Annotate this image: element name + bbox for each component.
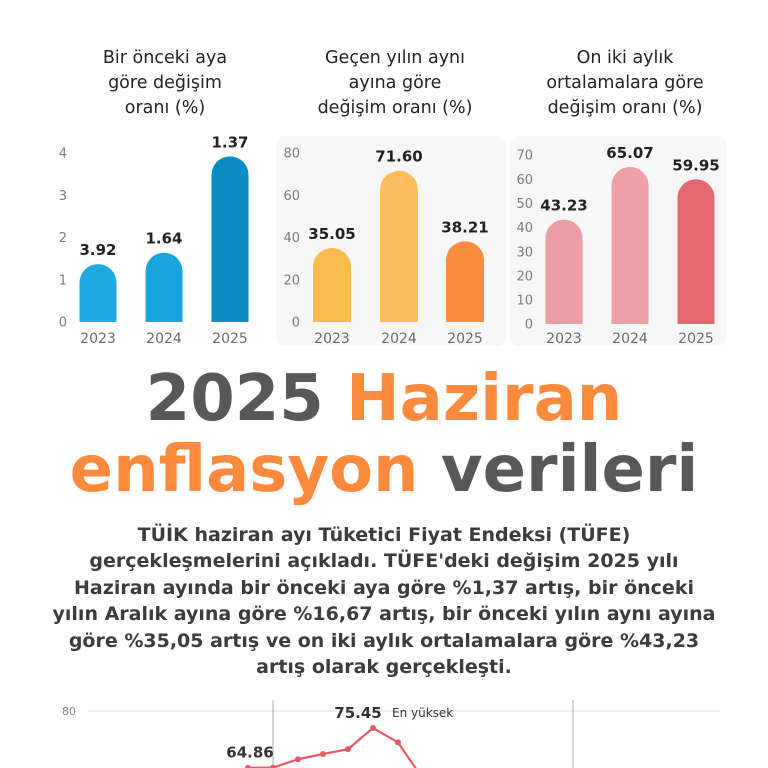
bar-2024 — [611, 166, 649, 324]
description-line: artış olarak gerçekleşti. — [256, 656, 512, 679]
bar-value-label: 71.60 — [375, 148, 422, 166]
y-tick-label: 10 — [516, 294, 533, 309]
line-point — [320, 751, 326, 758]
y-tick-label: 0 — [525, 318, 533, 333]
line-chart-annual-inflation: 80 64.86 75.45 En yüksek — [62, 700, 720, 768]
y-tick-label: 0 — [292, 316, 300, 331]
point-value-label: 64.86 — [226, 744, 273, 762]
bar-2025 — [677, 179, 715, 324]
headline-data-word: verileri — [440, 433, 699, 507]
y-tick-label: 3 — [59, 189, 67, 204]
description-line: Haziran ayında bir önceki aya göre %1,37… — [74, 576, 694, 599]
point-value-label: 75.45 — [334, 704, 381, 722]
y-tick-label: 40 — [283, 231, 300, 246]
chart-title-line: değişim oranı (%) — [317, 98, 473, 118]
chart-title-line: değişim oranı (%) — [547, 98, 703, 118]
chart-title-line: On iki aylık — [576, 48, 674, 68]
bar-chart-monthly-change: 0 1 2 3 4 3.92 2023 1.64 2024 1.37 2025 — [59, 133, 249, 347]
bar-2023 — [79, 264, 117, 322]
bar-value-label: 38.21 — [441, 218, 488, 236]
description-line: TÜİK haziran ayı Tüketici Fiyat Endeksi … — [137, 524, 631, 546]
bar-chart-annual-change: 0 20 40 60 80 35.05 2023 71.60 2024 38.21 2025 — [283, 147, 488, 347]
headline-line-2: enflasyon verileri — [0, 438, 768, 502]
description-line: göre %35,05 artış ve on iki aylık ortala… — [68, 629, 700, 652]
description-line: gerçekleşmelerini açıkladı. TÜFE'deki de… — [89, 550, 679, 573]
bar-value-label: 1.64 — [145, 230, 182, 248]
headline-year: 2025 — [145, 362, 324, 436]
bar-chart-12-month-average-change: 0 10 20 30 40 50 60 70 43.23 2023 65.07 2024 59.95 20… — [516, 144, 719, 347]
chart-title-line: göre değişim — [108, 73, 222, 93]
bar-2023 — [313, 247, 351, 322]
bar-2025 — [211, 156, 249, 322]
description-text: TÜİK haziran ayı Tüketici Fiyat Endeksi … — [0, 522, 768, 680]
y-tick-label: 50 — [516, 197, 533, 212]
headline-month: Haziran — [346, 362, 623, 436]
y-tick-label: 30 — [516, 245, 533, 260]
y-tick-label: 4 — [59, 147, 67, 162]
chart-title-monthly-change: Bir önceki aya göre değişim oranı (%) — [45, 46, 285, 121]
bar-value-label: 35.05 — [308, 225, 355, 243]
description-line: yılın Aralık ayına göre %16,67 artış, bi… — [52, 603, 716, 626]
chart-title-line: Bir önceki aya — [102, 48, 228, 68]
y-tick-label: 20 — [283, 273, 300, 288]
x-tick-label: 2025 — [212, 331, 248, 347]
line-point — [395, 739, 401, 746]
x-tick-label: 2024 — [612, 331, 648, 347]
headline-line-1: 2025 Haziran — [0, 367, 768, 431]
y-tick-label: 2 — [59, 231, 67, 246]
y-tick-label: 80 — [62, 705, 76, 718]
line-point — [245, 764, 251, 768]
y-tick-label: 70 — [516, 149, 533, 164]
y-tick-label: 1 — [59, 273, 67, 288]
x-tick-label: 2023 — [546, 331, 582, 347]
y-tick-label: 80 — [283, 147, 300, 162]
chart-title-line: ayına göre — [348, 73, 442, 93]
bar-value-label: 43.23 — [540, 197, 587, 215]
line-series — [247, 726, 417, 768]
chart-title-line: oranı (%) — [124, 98, 206, 118]
y-tick-label: 0 — [59, 316, 67, 331]
x-tick-label: 2024 — [146, 331, 182, 347]
line-point — [370, 725, 376, 732]
bar-value-label: 3.92 — [79, 241, 116, 259]
bar-2024 — [145, 252, 183, 322]
bar-value-label: 59.95 — [672, 156, 719, 174]
line-point — [295, 756, 301, 763]
line-point — [270, 764, 276, 768]
bar-value-label: 65.07 — [606, 144, 653, 162]
point-note-label: En yüksek — [392, 706, 453, 720]
bar-2025 — [446, 241, 484, 322]
chart-title-line: ortalamalara göre — [546, 73, 704, 93]
x-tick-label: 2024 — [381, 331, 417, 347]
y-tick-label: 40 — [516, 221, 533, 236]
y-tick-label: 20 — [516, 269, 533, 284]
bar-2024 — [380, 170, 418, 322]
chart-title-12-month-average-change: On iki aylık ortalamalara göre değişim o… — [505, 46, 745, 121]
y-tick-label: 60 — [516, 173, 533, 188]
bar-value-label: 1.37 — [211, 133, 248, 151]
bar-2023 — [545, 219, 583, 324]
x-tick-label: 2023 — [314, 331, 350, 347]
x-tick-label: 2025 — [678, 331, 714, 347]
chart-title-line: Geçen yılın aynı — [325, 48, 465, 68]
y-tick-label: 60 — [283, 189, 300, 204]
x-tick-label: 2025 — [447, 331, 483, 347]
headline-inflation-word: enflasyon — [69, 433, 419, 507]
chart-title-annual-change: Geçen yılın aynı ayına göre değişim oran… — [275, 46, 515, 121]
x-tick-label: 2023 — [80, 331, 116, 347]
line-point — [345, 746, 351, 753]
